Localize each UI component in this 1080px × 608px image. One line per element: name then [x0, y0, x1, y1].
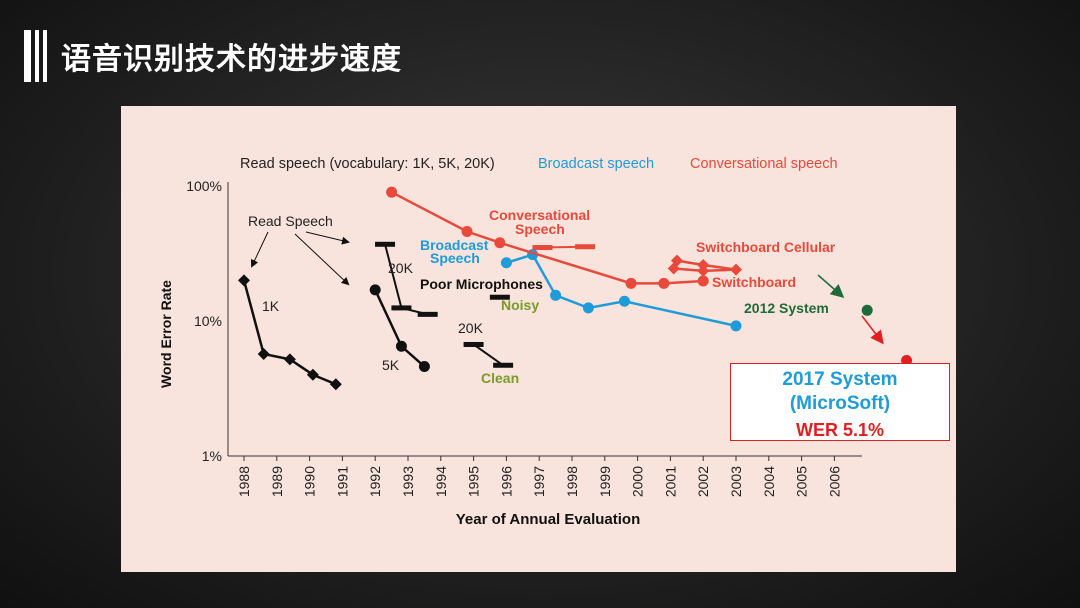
- data-point: [494, 237, 506, 249]
- arrow-read-speech-5k: [294, 233, 350, 286]
- annotation-20k-clean: 20K: [458, 320, 484, 336]
- annotation-5k: 5K: [382, 357, 400, 373]
- y-tick-label: 10%: [194, 313, 222, 329]
- callout-line3: WER 5.1%: [795, 420, 885, 440]
- arrow-read-speech-1k: [250, 231, 269, 268]
- data-point: [575, 244, 596, 250]
- annotation-broadcast: Broadcast: [420, 237, 489, 253]
- series-line: [391, 191, 704, 285]
- data-point: [369, 284, 381, 296]
- legend-entry: Conversational speech: [690, 156, 838, 172]
- annotation-2012-system: 2012 System: [744, 300, 829, 316]
- annotation-poor-microphones: Poor Microphones: [420, 276, 543, 292]
- x-tick-label: 1996: [498, 466, 514, 497]
- x-tick-label: 1993: [400, 466, 416, 497]
- data-point: [667, 262, 680, 275]
- x-tick-label: 2006: [826, 466, 842, 497]
- annotation-switchboard-cellular: Switchboard Cellular: [696, 239, 836, 255]
- data-point: [697, 264, 710, 277]
- x-tick-label: 2004: [761, 466, 777, 497]
- x-tick-label: 1992: [367, 466, 383, 497]
- arrow-read-speech-20k: [305, 231, 350, 245]
- annotation-1k: 1K: [262, 298, 280, 314]
- data-point: [461, 226, 473, 238]
- x-tick-label: 2002: [695, 466, 711, 497]
- data-point: [375, 241, 396, 247]
- data-point: [391, 305, 412, 311]
- data-point: [625, 277, 637, 289]
- legend-entry: Broadcast speech: [538, 156, 654, 172]
- x-tick-label: 2005: [794, 466, 810, 497]
- page-title: 语音识别技术的进步速度: [61, 42, 402, 77]
- data-point: [730, 320, 742, 332]
- data-point: [463, 341, 484, 347]
- data-point: [500, 257, 512, 269]
- data-point: [861, 304, 873, 316]
- data-point: [238, 274, 250, 287]
- x-tick-label: 2000: [630, 466, 646, 497]
- x-tick-label: 1988: [236, 466, 252, 497]
- data-point: [493, 362, 514, 368]
- title-accent-bars: [24, 30, 47, 82]
- x-tick-label: 1997: [531, 466, 547, 497]
- data-point: [658, 277, 670, 289]
- callout-line1: 2017 System: [782, 369, 898, 390]
- x-tick-label: 1990: [302, 466, 318, 497]
- annotation-conversational-speech: Speech: [515, 221, 565, 237]
- x-tick-label: 1994: [433, 466, 449, 497]
- arrow-2012-system: [817, 274, 845, 298]
- x-tick-label: 1998: [564, 466, 580, 497]
- data-point: [730, 263, 742, 276]
- x-tick-label: 1989: [269, 466, 285, 497]
- data-point: [489, 294, 510, 300]
- data-point: [697, 275, 709, 287]
- data-point: [329, 378, 342, 391]
- annotation-conversational: Conversational: [489, 207, 590, 223]
- y-axis-title: Word Error Rate: [158, 280, 174, 388]
- data-point: [418, 361, 430, 373]
- annotation-switchboard: Switchboard: [712, 274, 796, 290]
- data-point: [550, 289, 562, 301]
- annotation-read-speech: Read Speech: [248, 213, 333, 229]
- data-point: [283, 353, 296, 366]
- data-point: [257, 347, 270, 360]
- data-point: [386, 186, 398, 198]
- x-axis-title: Year of Annual Evaluation: [456, 511, 640, 528]
- data-point: [417, 311, 438, 317]
- x-tick-label: 2003: [728, 466, 744, 497]
- x-tick-label: 1995: [466, 466, 482, 497]
- series-line: [242, 280, 337, 386]
- series-line: [473, 343, 504, 367]
- annotation-20k-read: 20K: [388, 260, 414, 276]
- annotation-noisy: Noisy: [501, 297, 539, 313]
- y-tick-label: 1%: [202, 448, 222, 464]
- data-point: [395, 340, 407, 352]
- data-point: [582, 302, 594, 314]
- x-tick-label: 1999: [597, 466, 613, 497]
- annotation-clean: Clean: [481, 370, 519, 386]
- data-point: [618, 295, 630, 307]
- callout-line2: (MicroSoft): [789, 393, 891, 414]
- callout-2017-system: 2017 System (MicroSoft) WER 5.1%: [730, 363, 950, 441]
- data-point: [532, 245, 553, 251]
- title-bar: 语音识别技术的进步速度: [24, 30, 402, 82]
- legend-entry: Read speech (vocabulary: 1K, 5K, 20K): [240, 156, 495, 172]
- x-tick-label: 1991: [334, 466, 350, 497]
- arrow-2017-system: [861, 315, 884, 345]
- x-tick-label: 2001: [662, 466, 678, 497]
- data-point: [306, 368, 319, 381]
- annotation-broadcast-speech: Speech: [430, 250, 480, 266]
- y-tick-label: 100%: [186, 178, 222, 194]
